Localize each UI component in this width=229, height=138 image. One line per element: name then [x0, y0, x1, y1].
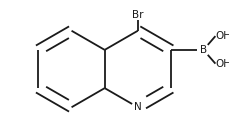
- Text: N: N: [133, 102, 141, 112]
- Text: OH: OH: [215, 59, 229, 69]
- Text: OH: OH: [215, 31, 229, 41]
- Text: Br: Br: [131, 10, 143, 20]
- Text: B: B: [199, 45, 206, 55]
